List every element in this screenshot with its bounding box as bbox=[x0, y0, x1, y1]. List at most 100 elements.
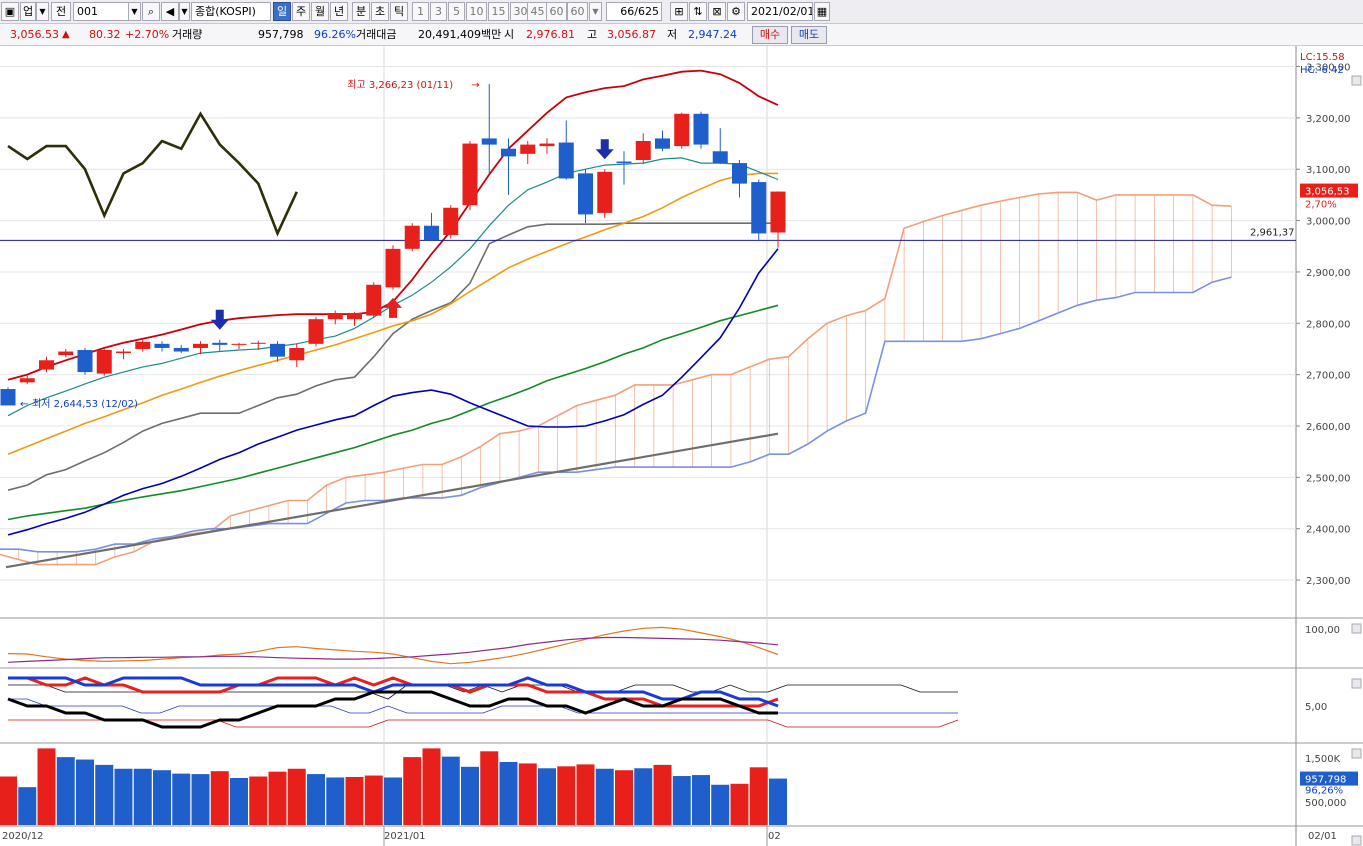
candle-body bbox=[751, 182, 767, 234]
period-second[interactable]: 초 bbox=[371, 2, 389, 21]
price-tick-label: 3,000,00 bbox=[1306, 217, 1351, 228]
candle-body bbox=[327, 313, 343, 320]
candle-body bbox=[250, 342, 266, 344]
interval-button[interactable]: 10 bbox=[466, 2, 487, 21]
amount-label: 거래대금 bbox=[356, 28, 397, 41]
candle-body bbox=[231, 343, 247, 345]
volume-bar bbox=[595, 768, 614, 825]
date-input[interactable]: 2021/02/01 bbox=[747, 2, 813, 21]
scroll-arrow-icon bbox=[1351, 678, 1362, 689]
period-week[interactable]: 주 bbox=[292, 2, 310, 21]
price-tick-label: 2,500,00 bbox=[1306, 473, 1351, 484]
open-label: 시 bbox=[504, 28, 515, 41]
chart-type-icon[interactable]: ⊞ bbox=[670, 2, 688, 21]
candle-body bbox=[212, 342, 228, 345]
volume-bar bbox=[672, 776, 691, 825]
scroll-arrow-icon bbox=[1351, 835, 1362, 846]
volume-bar bbox=[692, 775, 710, 825]
period-year[interactable]: 년 bbox=[330, 2, 348, 21]
candle-body bbox=[0, 389, 16, 406]
buy-button[interactable]: 매수 bbox=[752, 26, 788, 44]
volume-bar bbox=[133, 768, 152, 825]
search-icon[interactable]: ⌕ bbox=[142, 2, 160, 21]
interval-button[interactable]: 3 bbox=[430, 2, 447, 21]
interval-button[interactable]: 5 bbox=[448, 2, 465, 21]
last-price-label: 3,056,53 bbox=[1305, 187, 1350, 198]
code-input[interactable]: 001 bbox=[73, 2, 129, 21]
price-tick-label: 3,200,00 bbox=[1306, 114, 1351, 125]
sub1-purple-line bbox=[7, 636, 779, 663]
price-tick-label: 2,900,00 bbox=[1306, 268, 1351, 279]
current-price-line-label: 2,961,37 bbox=[1250, 227, 1295, 238]
volume-value: 957,798 bbox=[258, 28, 304, 41]
price-tick-label: 2,800,00 bbox=[1306, 319, 1351, 330]
candle-body bbox=[578, 173, 593, 215]
index-name-field[interactable]: 종합(KOSPI) bbox=[191, 2, 271, 21]
chevron-down-icon[interactable]: ▼ bbox=[179, 2, 190, 21]
price-change: 80.32 bbox=[89, 28, 121, 41]
volume-bar bbox=[210, 771, 229, 825]
volume-bar bbox=[518, 763, 537, 825]
volume-bar bbox=[441, 756, 460, 825]
interval-button[interactable]: 60 bbox=[546, 2, 567, 21]
sell-button[interactable]: 매도 bbox=[791, 26, 827, 44]
interval-button[interactable]: 1 bbox=[412, 2, 429, 21]
cloud-span-b bbox=[0, 276, 1232, 553]
high-annotation-arrow: → bbox=[471, 80, 479, 91]
volume-bar bbox=[76, 759, 94, 825]
period-day[interactable]: 일 bbox=[273, 2, 291, 21]
tools-icon[interactable]: ⊠ bbox=[708, 2, 726, 21]
low-value: 2,947.24 bbox=[688, 28, 737, 41]
chevron-down-icon[interactable]: ▼ bbox=[128, 2, 141, 21]
price-tick-label: 2,700,00 bbox=[1306, 371, 1351, 382]
interval-button[interactable]: 15 bbox=[488, 2, 509, 21]
sub2-black-line bbox=[7, 690, 778, 729]
signal-down-arrow-icon bbox=[210, 309, 229, 330]
period-month[interactable]: 월 bbox=[311, 2, 329, 21]
candle-body bbox=[501, 148, 516, 157]
volume-last-label: 957,798 bbox=[1305, 775, 1346, 786]
period-tick[interactable]: 틱 bbox=[390, 2, 408, 21]
candle-body bbox=[674, 113, 690, 147]
calendar-icon[interactable]: ▦ bbox=[814, 2, 830, 21]
volume-bar bbox=[461, 766, 479, 825]
open-value: 2,976.81 bbox=[526, 28, 575, 41]
range-button[interactable]: 전 bbox=[51, 2, 71, 21]
settings-icon[interactable]: ⚙ bbox=[727, 2, 745, 21]
plot-background bbox=[0, 46, 1296, 826]
period-minute[interactable]: 분 bbox=[352, 2, 370, 21]
volume-label: 거래량 bbox=[172, 28, 203, 41]
speaker-icon[interactable]: ◀ bbox=[161, 2, 179, 21]
candle-body bbox=[308, 319, 324, 344]
compare-icon[interactable]: ⇅ bbox=[689, 2, 707, 21]
volume-bar bbox=[364, 775, 383, 825]
high-value: 3,056.87 bbox=[607, 28, 656, 41]
volume-bar bbox=[0, 776, 17, 825]
grid-icon[interactable]: ▣ bbox=[1, 2, 19, 21]
volume-bar bbox=[114, 768, 133, 825]
scroll-arrow-icon bbox=[1351, 623, 1362, 634]
volume-bar bbox=[384, 777, 402, 825]
volume-bar bbox=[56, 757, 75, 825]
volume-bar bbox=[345, 777, 364, 825]
count-field[interactable]: 66/625 bbox=[606, 2, 662, 21]
volume-bar bbox=[749, 767, 768, 825]
volume-bar bbox=[653, 764, 672, 825]
candle-body bbox=[154, 343, 170, 348]
chevron-down-icon[interactable]: ▼ bbox=[36, 2, 49, 21]
market-type-select[interactable]: 업 bbox=[20, 2, 36, 21]
last-price-box bbox=[1300, 183, 1358, 198]
interval-button[interactable]: 45 bbox=[527, 2, 548, 21]
chevron-down-icon[interactable]: ▼ bbox=[589, 2, 602, 21]
volume-last-box bbox=[1300, 771, 1358, 786]
price-chart[interactable]: 2,300,00 2,400,00 2,500,00 2,600,00 2,700,00… bbox=[0, 46, 1363, 846]
interval-button[interactable]: 60 bbox=[567, 2, 588, 21]
candle-body bbox=[616, 161, 632, 164]
x-axis-label: 02 bbox=[768, 831, 781, 842]
volume-bar bbox=[711, 784, 730, 825]
legend-hc: HC:-6.42 bbox=[1300, 65, 1344, 76]
x-axis-label: 02/01 bbox=[1308, 831, 1337, 842]
sub1-tick-label: 100,00 bbox=[1305, 625, 1340, 636]
green-ma-line bbox=[7, 304, 779, 521]
candle-body bbox=[39, 360, 54, 370]
